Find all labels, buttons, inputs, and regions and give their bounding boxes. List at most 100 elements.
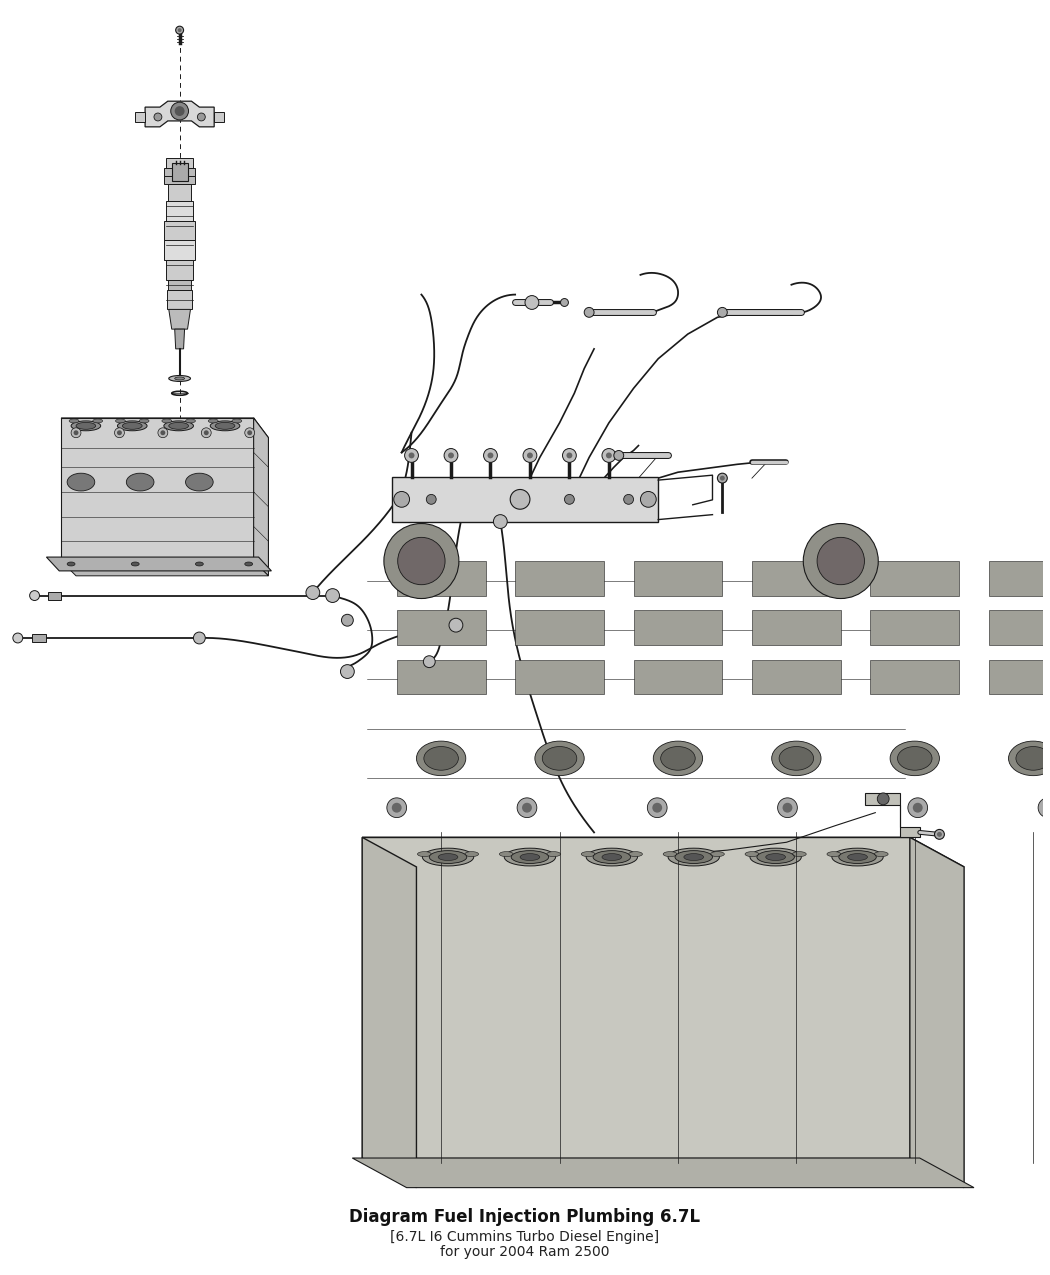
Circle shape: [161, 430, 165, 435]
Bar: [752, 611, 841, 645]
Circle shape: [114, 428, 124, 437]
Bar: [752, 659, 841, 695]
Ellipse shape: [208, 419, 218, 423]
Ellipse shape: [660, 747, 695, 770]
Ellipse shape: [140, 419, 149, 423]
Circle shape: [602, 449, 615, 463]
Polygon shape: [174, 329, 185, 349]
Ellipse shape: [169, 422, 189, 430]
Circle shape: [522, 803, 532, 812]
Bar: [397, 611, 485, 645]
Ellipse shape: [92, 419, 103, 423]
Ellipse shape: [1016, 747, 1050, 770]
Ellipse shape: [898, 747, 932, 770]
Ellipse shape: [169, 376, 190, 381]
Polygon shape: [164, 176, 195, 184]
Ellipse shape: [71, 421, 101, 431]
Circle shape: [652, 803, 663, 812]
Ellipse shape: [772, 741, 821, 775]
Circle shape: [525, 296, 539, 310]
Circle shape: [1043, 803, 1050, 812]
Circle shape: [386, 798, 406, 817]
Circle shape: [245, 428, 254, 437]
Circle shape: [247, 430, 252, 435]
Polygon shape: [61, 561, 269, 576]
Polygon shape: [164, 221, 195, 240]
Circle shape: [340, 664, 354, 678]
Circle shape: [398, 537, 445, 585]
Circle shape: [717, 473, 728, 483]
Ellipse shape: [847, 853, 867, 861]
Ellipse shape: [429, 850, 467, 863]
Polygon shape: [168, 279, 191, 289]
Polygon shape: [164, 240, 195, 260]
Bar: [397, 561, 485, 595]
Circle shape: [449, 618, 463, 632]
Circle shape: [326, 589, 339, 603]
Circle shape: [934, 830, 944, 839]
Circle shape: [175, 27, 184, 34]
Polygon shape: [169, 310, 190, 329]
Polygon shape: [167, 289, 192, 310]
Circle shape: [487, 453, 494, 459]
Ellipse shape: [215, 422, 235, 430]
Ellipse shape: [67, 473, 94, 491]
Circle shape: [117, 430, 122, 435]
Ellipse shape: [827, 852, 841, 857]
Circle shape: [640, 491, 656, 507]
Circle shape: [174, 106, 185, 116]
Ellipse shape: [793, 852, 806, 857]
Ellipse shape: [418, 852, 432, 857]
Circle shape: [306, 585, 320, 599]
Ellipse shape: [195, 562, 204, 566]
Ellipse shape: [746, 852, 759, 857]
Bar: [633, 659, 722, 695]
Circle shape: [444, 449, 458, 463]
Polygon shape: [164, 168, 195, 176]
Ellipse shape: [123, 422, 142, 430]
Circle shape: [624, 495, 633, 505]
Circle shape: [561, 298, 568, 306]
Polygon shape: [46, 557, 271, 571]
Circle shape: [484, 449, 498, 463]
Ellipse shape: [684, 853, 704, 861]
Bar: [135, 112, 145, 122]
Bar: [172, 163, 188, 181]
Ellipse shape: [547, 852, 561, 857]
Ellipse shape: [210, 421, 239, 431]
Ellipse shape: [245, 562, 253, 566]
Bar: [633, 611, 722, 645]
Circle shape: [394, 491, 410, 507]
Circle shape: [584, 307, 594, 317]
Polygon shape: [865, 793, 920, 838]
Ellipse shape: [593, 850, 631, 863]
Circle shape: [563, 449, 576, 463]
Ellipse shape: [118, 421, 147, 431]
Bar: [870, 561, 960, 595]
Ellipse shape: [586, 848, 637, 866]
Bar: [516, 561, 604, 595]
Text: for your 2004 Ram 2500: for your 2004 Ram 2500: [440, 1244, 610, 1258]
Circle shape: [1038, 798, 1050, 817]
Ellipse shape: [417, 741, 466, 775]
Circle shape: [158, 428, 168, 437]
Circle shape: [193, 632, 206, 644]
Ellipse shape: [629, 852, 643, 857]
Circle shape: [566, 453, 572, 459]
Circle shape: [202, 428, 211, 437]
Ellipse shape: [438, 853, 458, 861]
Bar: [48, 592, 61, 599]
Bar: [752, 561, 841, 595]
Circle shape: [177, 28, 182, 32]
Circle shape: [527, 453, 533, 459]
Circle shape: [448, 453, 454, 459]
Circle shape: [392, 803, 402, 812]
Circle shape: [720, 476, 724, 481]
Bar: [516, 611, 604, 645]
Ellipse shape: [174, 377, 185, 380]
Bar: [214, 112, 224, 122]
Circle shape: [908, 798, 927, 817]
Circle shape: [606, 453, 612, 459]
Ellipse shape: [422, 848, 474, 866]
Polygon shape: [910, 838, 964, 1187]
